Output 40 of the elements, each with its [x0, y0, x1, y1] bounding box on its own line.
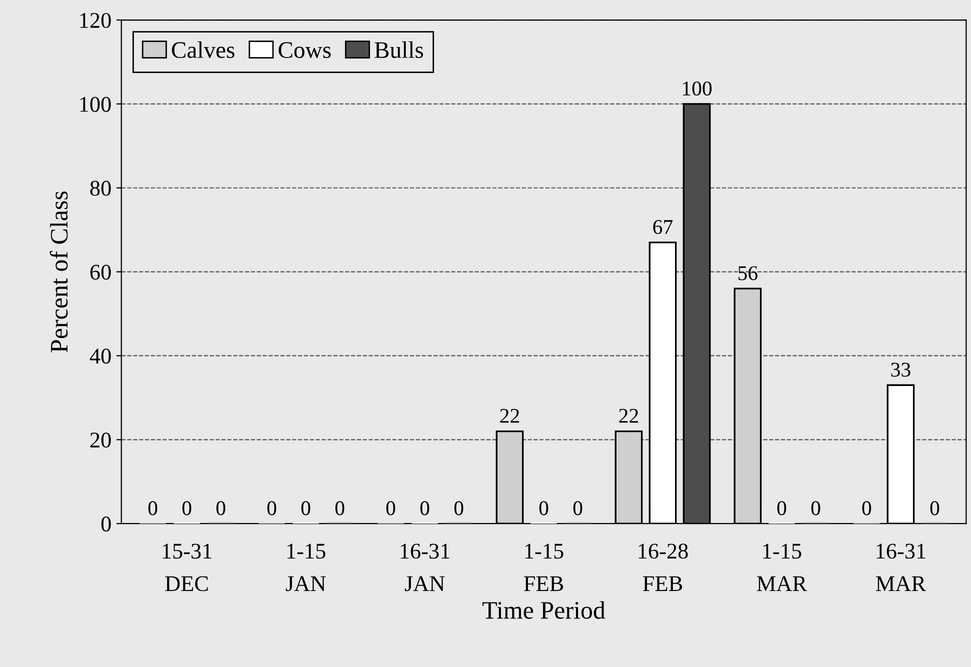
y-tick-label: 40 [90, 348, 111, 364]
data-label: 22 [500, 408, 519, 423]
legend-label: Calves [172, 41, 234, 58]
y-tick-label: 120 [80, 12, 111, 28]
y-tick-label: 100 [80, 96, 111, 112]
data-label: 0 [182, 501, 192, 516]
y-axis-title: Percent of Class [50, 191, 68, 352]
data-label: 0 [777, 501, 786, 516]
data-label: 0 [267, 501, 276, 516]
data-label: 0 [811, 501, 820, 516]
data-label: 100 [682, 81, 712, 96]
y-tick-label: 0 [101, 516, 111, 532]
data-label: 0 [539, 501, 548, 516]
x-tick-label: 16-31 MAR [876, 544, 926, 591]
x-tick-label: 1-15 JAN [286, 544, 326, 592]
data-label: 0 [301, 501, 310, 516]
data-label: 0 [216, 501, 226, 516]
legend-label: Bulls [374, 41, 424, 58]
data-label: 56 [738, 266, 758, 280]
data-label: 0 [862, 501, 872, 516]
data-label: 0 [454, 501, 464, 516]
x-tick-label: 16-28 FEB [638, 544, 688, 592]
x-tick-label: 1-15 FEB [524, 544, 564, 592]
data-label: 67 [653, 220, 673, 234]
data-label: 0 [930, 501, 940, 516]
data-label: 0 [573, 501, 582, 516]
x-tick-label: 15-31 DEC [162, 544, 212, 592]
data-label: 22 [619, 408, 638, 423]
y-tick-label: 80 [90, 180, 111, 196]
data-label: 33 [891, 362, 910, 377]
legend-label: Cows [278, 42, 331, 58]
data-label: 0 [335, 501, 344, 516]
data-label: 0 [386, 501, 396, 516]
y-tick-label: 20 [90, 432, 111, 448]
data-label: 0 [148, 501, 158, 516]
x-tick-label: 16-31 JAN [400, 544, 450, 592]
y-tick-label: 60 [90, 264, 111, 280]
data-label: 0 [420, 501, 430, 516]
x-tick-label: 1-15 MAR [757, 544, 808, 591]
x-axis-title: Time Period [482, 601, 606, 619]
